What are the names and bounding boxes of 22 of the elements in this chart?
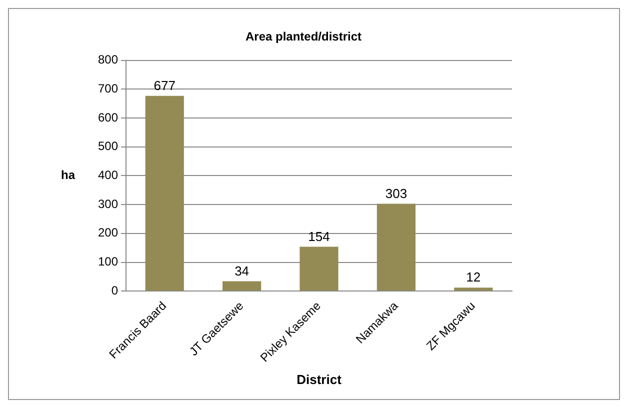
bar: [300, 246, 338, 291]
y-tick-label: 0: [111, 283, 118, 298]
y-tick-label: 800: [98, 52, 118, 67]
data-label: 677: [154, 78, 176, 93]
y-tick-label: 400: [98, 168, 118, 182]
bar: [145, 96, 184, 291]
y-tick-label: 700: [98, 82, 118, 96]
y-tick-label: 200: [98, 226, 118, 240]
data-label: 12: [466, 270, 481, 285]
y-tick-label: 300: [98, 196, 118, 211]
y-tick-label: 500: [98, 139, 118, 154]
data-label: 154: [308, 228, 330, 244]
x-axis-title: District: [296, 372, 342, 387]
y-axis-title: ha: [60, 168, 76, 182]
data-label: 303: [385, 186, 408, 201]
y-tick-label: 600: [98, 110, 118, 124]
y-tick-label: 100: [98, 254, 118, 269]
chart-title: Area planted/district: [245, 30, 362, 44]
bar: [454, 288, 493, 291]
bar: [376, 204, 416, 291]
bar: [222, 281, 262, 291]
data-label: 34: [234, 263, 250, 278]
